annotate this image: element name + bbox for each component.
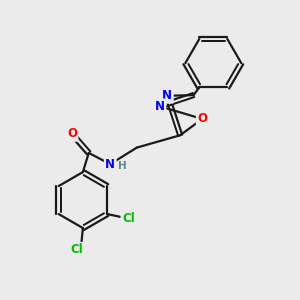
Text: Cl: Cl bbox=[70, 243, 83, 256]
Text: N: N bbox=[155, 100, 165, 113]
Text: O: O bbox=[67, 127, 77, 140]
Text: H: H bbox=[118, 161, 127, 172]
Text: Cl: Cl bbox=[122, 212, 135, 225]
Text: O: O bbox=[197, 112, 207, 125]
Text: N: N bbox=[105, 158, 115, 171]
Text: N: N bbox=[162, 89, 172, 102]
